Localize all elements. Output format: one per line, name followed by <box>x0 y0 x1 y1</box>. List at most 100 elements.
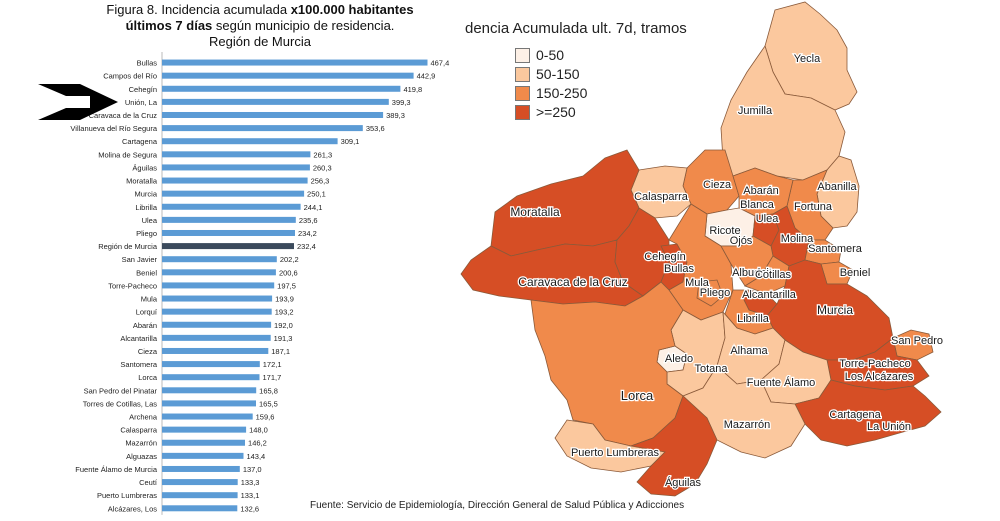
category-label: Cehegín <box>129 85 157 94</box>
value-label: 235,6 <box>299 216 318 225</box>
source-note: Fuente: Servicio de Epidemiología, Direc… <box>310 500 685 511</box>
category-label: Archena <box>129 413 158 422</box>
legend-label: 50-150 <box>536 66 580 82</box>
bar <box>162 492 238 499</box>
value-label: 133,3 <box>241 478 260 487</box>
category-label: Villanueva del Río Segura <box>70 124 157 133</box>
map-label: Los Alcázares <box>845 371 914 383</box>
value-label: 467,4 <box>430 59 449 68</box>
category-label: Mula <box>141 295 158 304</box>
bar <box>162 138 338 145</box>
map-label: Águilas <box>665 476 702 489</box>
legend-swatch <box>515 47 530 63</box>
map-region-lorca <box>530 281 684 447</box>
map-label: Albudeite <box>732 267 778 279</box>
map-label: Torre-Pacheco <box>839 358 911 370</box>
map-labels: Yecla Jumilla Abanilla Fortuna Cieza Abarán Bl… <box>509 52 944 491</box>
bar <box>162 334 271 341</box>
bar <box>162 111 384 118</box>
category-label: Lorca <box>138 373 158 382</box>
bar <box>162 151 311 158</box>
bar <box>162 282 275 289</box>
map-label: Calasparra <box>634 191 689 203</box>
map-label: Caravaca de la Cruz <box>518 275 627 289</box>
bar <box>162 452 244 459</box>
bar <box>162 308 272 315</box>
category-label: Campos del Río <box>103 72 157 81</box>
bar <box>162 229 295 236</box>
map-label: Cieza <box>703 179 732 191</box>
legend-label: >=250 <box>536 104 576 120</box>
value-label: 309,1 <box>341 137 360 146</box>
map-label: Ulea <box>756 213 780 225</box>
value-label: 148,0 <box>249 426 268 435</box>
map-label: Mazarrón <box>724 419 770 431</box>
value-label: 234,2 <box>298 229 317 238</box>
bar <box>162 439 245 446</box>
value-label: 442,9 <box>417 72 436 81</box>
bar <box>162 269 276 276</box>
title-line1-bold: x100.000 habitantes <box>290 2 414 17</box>
category-label: Librilla <box>135 203 158 212</box>
value-label: 146,2 <box>248 439 267 448</box>
category-label: Calasparra <box>120 426 158 435</box>
value-label: 171,7 <box>263 373 282 382</box>
bar <box>162 256 277 263</box>
map-label: Ojós <box>730 235 753 247</box>
map-regions <box>460 1 942 497</box>
category-label: Águilas <box>132 163 157 172</box>
category-label: Región de Murcia <box>98 242 158 251</box>
value-label: 419,8 <box>403 85 422 94</box>
map-label: Molina <box>781 233 814 245</box>
value-label: 137,0 <box>243 465 262 474</box>
value-label: 159,6 <box>256 413 275 422</box>
map-label: Blanca <box>740 199 775 211</box>
category-label: Beniel <box>136 268 157 277</box>
category-label: Moratalla <box>126 177 158 186</box>
value-label: 200,6 <box>279 268 298 277</box>
category-label: Cartagena <box>122 137 158 146</box>
category-label: San Pedro del Pinatar <box>84 386 158 395</box>
map-label: Librilla <box>737 313 770 325</box>
map-label: Cotillas <box>755 269 792 281</box>
title-line3: Región de Murcia <box>209 34 311 49</box>
map-legend: dencia Acumulada ult. 7d, tramos 0-50 50… <box>465 20 687 120</box>
legend-label: 0-50 <box>536 47 565 63</box>
bar <box>162 361 260 368</box>
category-label: Alcázares, Los <box>108 504 157 513</box>
bar <box>162 295 273 302</box>
bar <box>162 125 363 132</box>
bar <box>162 400 256 407</box>
category-label: Unión, La <box>125 98 158 107</box>
value-label: 192,0 <box>274 321 293 330</box>
bar <box>162 243 294 250</box>
bar <box>162 59 428 66</box>
map-label: San Pedro <box>891 335 943 347</box>
bar <box>162 387 257 394</box>
value-label: 232,4 <box>297 242 316 251</box>
figure-title: Figura 8. Incidencia acumulada x100.000 … <box>40 2 480 50</box>
category-label: Molina de Segura <box>98 150 158 159</box>
map-label: Santomera <box>808 243 863 255</box>
map-label: Bullas <box>664 263 694 275</box>
value-label: 165,5 <box>259 399 278 408</box>
category-label: San Javier <box>122 255 158 264</box>
value-label: 202,2 <box>280 255 299 264</box>
bar <box>162 426 247 433</box>
value-label: 172,1 <box>263 360 282 369</box>
category-label: Alcantarilla <box>120 334 158 343</box>
title-line2-bold: últimos 7 días <box>125 18 213 33</box>
map-label: Beniel <box>840 267 871 279</box>
map-region-aguilas <box>629 395 718 497</box>
category-label: Torres de Cotillas, Las <box>83 399 157 408</box>
value-label: 133,1 <box>241 491 260 500</box>
value-label: 399,3 <box>392 98 411 107</box>
category-label: Torre-Pacheco <box>108 281 157 290</box>
value-label: 193,9 <box>275 295 294 304</box>
bar <box>162 413 253 420</box>
bar <box>162 98 389 105</box>
map-label: Lorca <box>621 388 654 403</box>
map-label: Mula <box>685 277 710 289</box>
map-label: Aledo <box>665 353 693 365</box>
title-line2-plain: según municipio de residencia. <box>212 18 395 33</box>
